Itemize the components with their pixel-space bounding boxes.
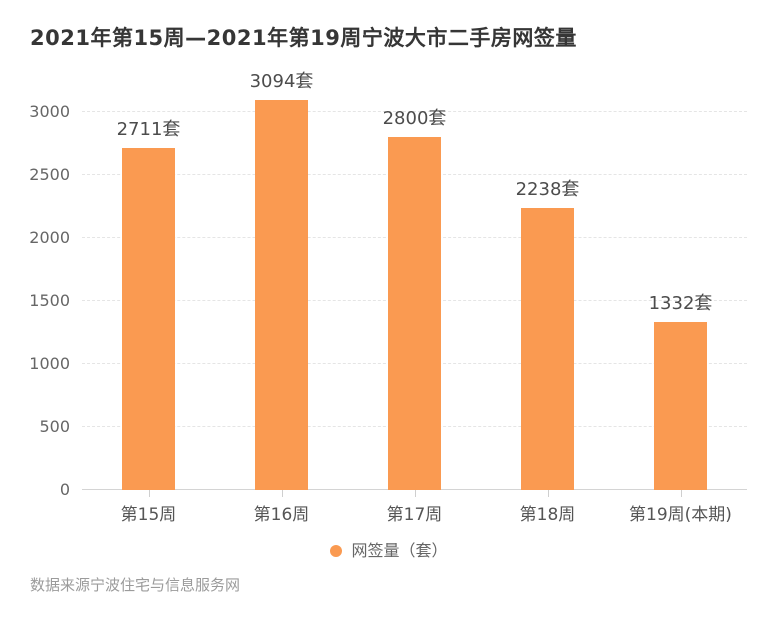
x-axis-label-第17周: 第17周 xyxy=(386,505,443,525)
y-axis-tick-label-2000: 2000 xyxy=(29,228,70,247)
legend-item[interactable]: 网签量（套） xyxy=(0,543,778,559)
bar-第18周[interactable] xyxy=(521,208,574,490)
x-axis-label-第15周: 第15周 xyxy=(120,505,177,525)
bar-第15周[interactable] xyxy=(122,148,175,490)
x-axis-label-第18周: 第18周 xyxy=(519,505,576,525)
x-axis-label-第19周(本期): 第19周(本期) xyxy=(629,505,732,525)
bar-第19周(本期)[interactable] xyxy=(654,322,707,490)
bar-value-label-第18周: 2238套 xyxy=(515,179,580,201)
x-axis-tick xyxy=(414,490,416,497)
x-axis-tick xyxy=(281,490,283,497)
chart-title: 2021年第15周—2021年第19周宁波大市二手房网签量 xyxy=(30,26,577,50)
legend-marker-icon xyxy=(330,545,343,557)
x-axis-tick xyxy=(680,490,682,497)
bar-value-label-第17周: 2800套 xyxy=(382,108,447,130)
data-source-note: 数据来源宁波住宅与信息服务网 xyxy=(30,576,241,594)
legend-label: 网签量（套） xyxy=(351,541,448,560)
x-axis-tick xyxy=(148,490,150,497)
bar-value-label-第16周: 3094套 xyxy=(249,71,314,93)
y-axis-tick-label-500: 500 xyxy=(39,417,70,436)
bar-第16周[interactable] xyxy=(255,100,308,490)
y-axis-tick-label-2500: 2500 xyxy=(29,165,70,184)
y-axis-tick-label-3000: 3000 xyxy=(29,102,70,121)
bar-value-label-第19周(本期): 1332套 xyxy=(648,293,713,315)
y-axis-tick-label-0: 0 xyxy=(59,480,70,499)
y-axis-tick-label-1000: 1000 xyxy=(29,354,70,373)
gridline-3000 xyxy=(82,111,747,112)
x-axis-tick xyxy=(547,490,549,497)
bar-第17周[interactable] xyxy=(388,137,441,490)
x-axis-label-第16周: 第16周 xyxy=(253,505,310,525)
bar-value-label-第15周: 2711套 xyxy=(116,119,181,141)
plot-area: 0 500 1000 1500 2000 2500 3000 2711套第15周 3094套第1… xyxy=(29,0,747,524)
y-axis-tick-label-1500: 1500 xyxy=(29,291,70,310)
